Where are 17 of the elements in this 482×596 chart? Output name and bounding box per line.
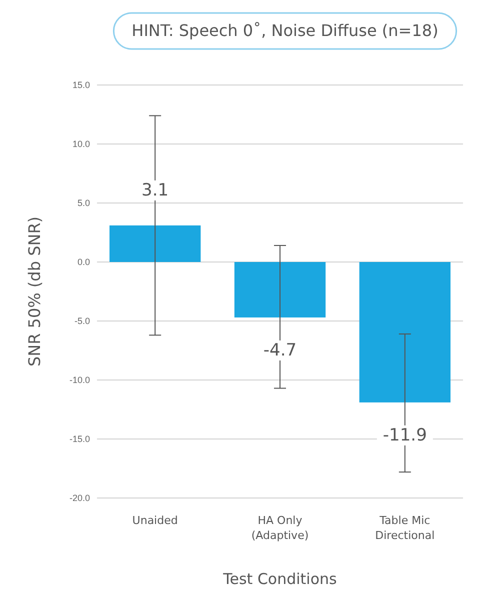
y-tick-label: -10.0 — [69, 374, 90, 385]
data-label: 3.1 — [142, 180, 169, 200]
x-tick-label: Table Mic Directional — [375, 514, 435, 542]
y-tick-label: -5.0 — [74, 316, 90, 326]
data-label: -4.7 — [263, 340, 297, 360]
y-axis-title: SNR 50% (db SNR) — [25, 216, 44, 367]
y-tick-label: 0.0 — [77, 256, 90, 267]
x-axis-title: Test Conditions — [222, 570, 338, 588]
y-tick-label: -20.0 — [69, 492, 90, 503]
x-tick-label: Unaided — [132, 514, 178, 527]
chart-title: HINT: Speech 0˚, Noise Diffuse (n=18) — [132, 21, 438, 40]
y-tick-label: -15.0 — [69, 434, 90, 444]
y-tick-label: 10.0 — [72, 138, 90, 149]
data-label: -11.9 — [382, 425, 427, 446]
x-tick-label: HA Only (Adaptive) — [251, 514, 309, 542]
y-tick-label: 5.0 — [77, 198, 90, 208]
y-tick-label: 15.0 — [72, 80, 90, 90]
